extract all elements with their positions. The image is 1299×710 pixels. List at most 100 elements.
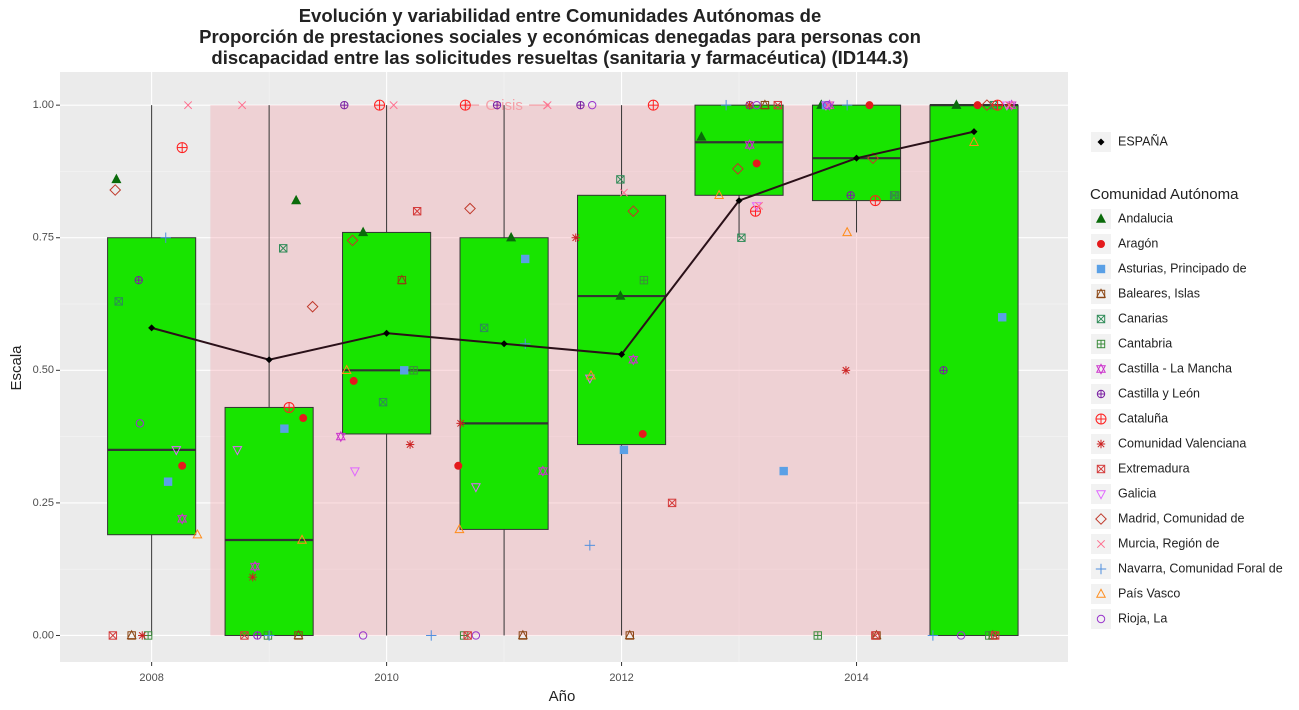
data-point	[628, 353, 639, 366]
marker-part	[111, 173, 122, 184]
marker-part	[457, 419, 465, 427]
marker-part	[108, 631, 118, 640]
data-point	[283, 401, 295, 413]
marker-part	[998, 313, 1007, 322]
data-point	[842, 226, 853, 237]
data-point	[939, 366, 948, 375]
marker-part	[991, 631, 1000, 640]
legend-label: Castilla y León	[1118, 386, 1200, 400]
data-point	[171, 446, 182, 456]
marker-part	[232, 446, 243, 456]
marker-part	[109, 184, 122, 196]
espana-point	[735, 197, 743, 205]
marker-part	[279, 244, 288, 253]
marker-part	[1096, 464, 1106, 474]
marker-part	[379, 398, 388, 407]
marker-part	[249, 562, 261, 573]
marker-part	[990, 631, 1000, 640]
legend-label: ESPAÑA	[1118, 134, 1168, 148]
legend-marker	[1095, 563, 1107, 575]
legend-label: Canarias	[1118, 311, 1168, 325]
marker-part	[406, 441, 414, 449]
marker-part	[744, 141, 755, 151]
marker-part	[108, 631, 117, 640]
legend-label: Andalucia	[1118, 211, 1173, 225]
marker-part	[773, 101, 782, 110]
legend-label: Cantabria	[1118, 336, 1172, 350]
data-point	[537, 465, 548, 477]
marker-part	[249, 560, 261, 571]
marker-part	[480, 323, 489, 332]
data-point	[720, 99, 732, 111]
marker-part	[1097, 440, 1105, 448]
data-point	[1005, 101, 1014, 110]
marker-part	[463, 631, 472, 640]
data-point	[389, 101, 398, 110]
x-tick-label: 2008	[139, 672, 163, 684]
marker-part	[346, 234, 359, 247]
data-point	[520, 338, 531, 349]
marker-part	[616, 175, 625, 184]
box	[224, 406, 314, 636]
legend-label: Asturias, Principado de	[1118, 261, 1247, 275]
marker-part	[628, 356, 639, 366]
espana-point	[853, 154, 861, 162]
data-point	[543, 101, 552, 110]
marker-part	[400, 366, 409, 375]
data-point	[238, 101, 247, 110]
marker-part	[773, 100, 783, 110]
data-point	[846, 191, 855, 200]
data-point	[813, 631, 822, 640]
data-point	[358, 226, 369, 237]
data-point	[639, 275, 649, 285]
data-point	[232, 446, 243, 456]
marker-part	[349, 467, 360, 477]
marker-part	[192, 528, 203, 539]
data-point	[571, 233, 580, 242]
marker-part	[543, 101, 552, 110]
marker-part	[396, 274, 407, 284]
data-point	[752, 100, 761, 110]
legend-marker	[1095, 513, 1107, 525]
data-point	[647, 99, 659, 111]
data-point	[456, 419, 465, 428]
box	[459, 237, 549, 530]
data-point	[956, 631, 966, 640]
marker-part	[521, 254, 530, 264]
box	[107, 237, 197, 536]
marker-part	[454, 523, 465, 534]
marker-part	[463, 631, 472, 640]
marker-part	[1005, 101, 1014, 110]
legend-key	[1091, 584, 1111, 604]
marker-part	[619, 445, 629, 455]
marker-part	[1095, 588, 1107, 598]
marker-part	[752, 159, 761, 168]
data-point	[585, 369, 597, 380]
data-point	[349, 376, 358, 385]
legend-marker	[1096, 539, 1106, 549]
marker-part	[291, 194, 302, 205]
data-point	[745, 100, 754, 110]
box	[694, 104, 784, 196]
marker-part	[279, 244, 288, 253]
marker-part	[306, 300, 319, 313]
marker-part	[177, 513, 188, 523]
marker-part	[956, 631, 966, 640]
legend-marker	[1095, 490, 1107, 500]
data-point	[841, 366, 851, 375]
data-point	[464, 202, 476, 215]
data-point	[951, 99, 962, 109]
data-point	[178, 461, 187, 470]
marker-part	[1097, 240, 1105, 248]
data-point	[867, 152, 879, 165]
data-point	[459, 99, 471, 111]
marker-part	[389, 101, 398, 110]
marker-part	[973, 101, 982, 110]
data-point	[108, 631, 118, 640]
marker-part	[299, 414, 308, 423]
legend-marker	[1095, 213, 1107, 223]
marker-part	[240, 631, 249, 640]
marker-part	[737, 233, 746, 242]
espana-point	[148, 324, 156, 332]
marker-part	[253, 631, 262, 640]
